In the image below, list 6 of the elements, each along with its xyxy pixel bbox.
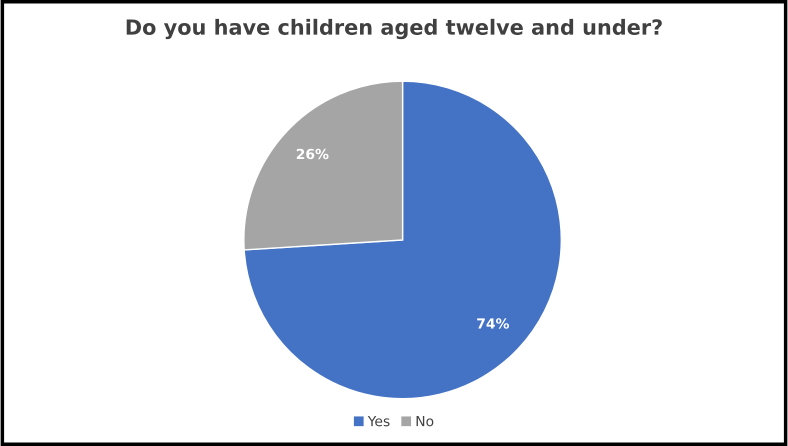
chart-title: Do you have children aged twelve and under? <box>126 18 662 40</box>
legend-label: No <box>416 416 434 426</box>
legend-label: Yes <box>368 416 390 426</box>
pie-slice <box>243 80 562 400</box>
data-label: 26% <box>296 148 329 160</box>
data-label: 74% <box>477 318 510 329</box>
